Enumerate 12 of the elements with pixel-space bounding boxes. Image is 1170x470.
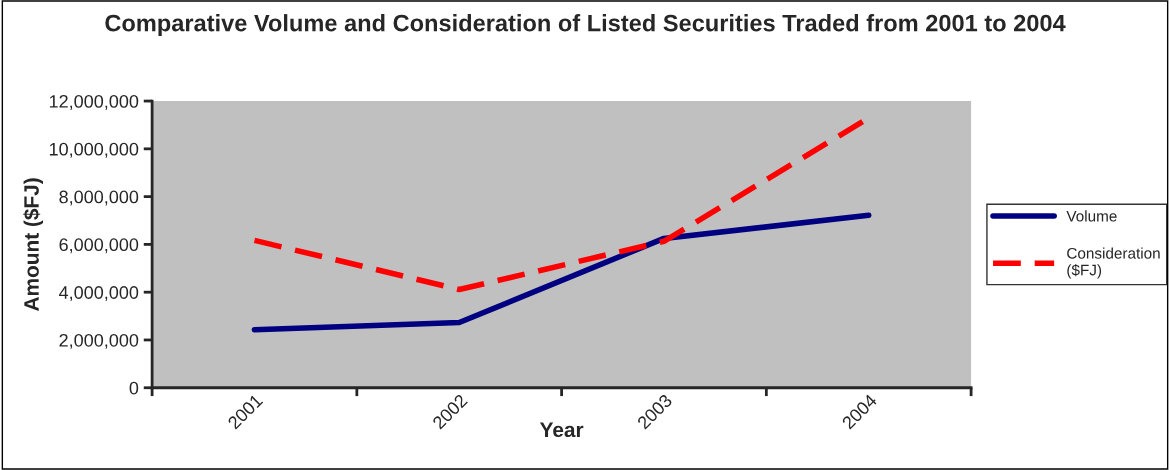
y-tick-label: 12,000,000 bbox=[49, 94, 139, 110]
y-tick-label: 0 bbox=[129, 381, 139, 395]
chart-title: Comparative Volume and Consideration of Listed Securities Traded from 2001 to 2004 bbox=[105, 14, 1066, 37]
legend-label: Volume bbox=[1066, 210, 1117, 222]
x-axis-title: Year bbox=[539, 422, 584, 438]
y-axis-title: Amount ($FJ) bbox=[23, 178, 43, 311]
y-tick-label: 10,000,000 bbox=[49, 142, 139, 158]
y-tick-label: 2,000,000 bbox=[59, 333, 139, 349]
y-tick-label: 6,000,000 bbox=[59, 238, 139, 254]
y-tick-label: 4,000,000 bbox=[59, 286, 139, 302]
y-tick-label: 8,000,000 bbox=[59, 190, 139, 206]
legend-label: Consideration ($FJ) bbox=[1067, 247, 1160, 279]
